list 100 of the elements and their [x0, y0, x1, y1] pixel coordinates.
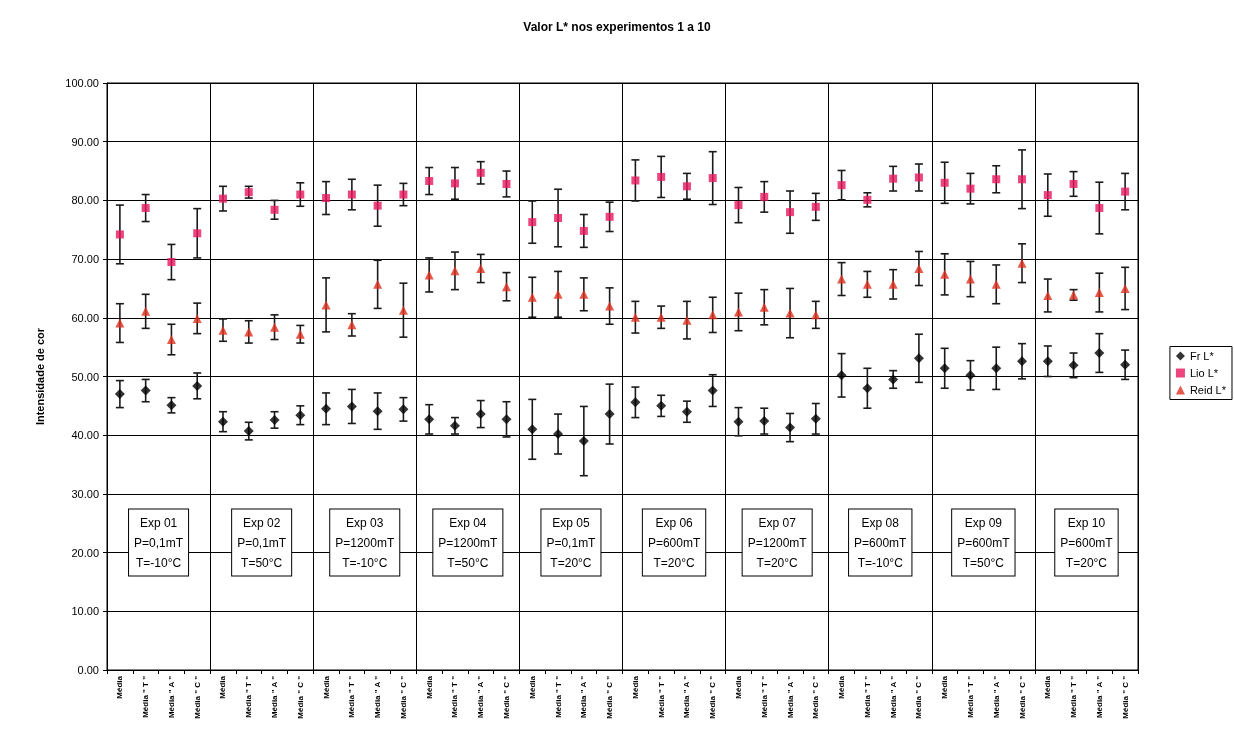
point: [914, 263, 924, 273]
point: [940, 269, 950, 279]
point: [501, 414, 512, 425]
point: [837, 181, 846, 190]
point: [398, 404, 409, 415]
point: [837, 274, 847, 284]
point: [295, 410, 306, 421]
point: [373, 279, 383, 289]
point: [1120, 359, 1131, 370]
point: [630, 312, 640, 322]
point: [811, 202, 820, 211]
point: [115, 318, 125, 328]
x-tick-label: Média " C ": [811, 675, 821, 719]
point: [1043, 290, 1053, 300]
x-tick-label: Média " T ": [244, 675, 254, 718]
legend-label: Lio L*: [1189, 367, 1219, 379]
point: [1094, 288, 1104, 298]
point: [476, 263, 486, 273]
y-tick-label: 60.00: [71, 311, 99, 324]
point: [1120, 283, 1130, 293]
y-tick-label: 40.00: [71, 429, 99, 442]
y-tick-label: 0.00: [77, 664, 99, 676]
point: [888, 374, 899, 385]
x-tick-label: Média " C ": [708, 675, 718, 719]
point: [475, 409, 486, 420]
point: [1121, 187, 1130, 196]
x-tick-label: Média " A ": [888, 675, 898, 719]
point: [1069, 179, 1078, 188]
y-tick-label: 80.00: [71, 194, 99, 207]
point: [218, 325, 228, 335]
x-tick-label: Média: [837, 675, 847, 699]
point: [449, 420, 460, 431]
annotation: Exp 02 P=0,1mT T=50°C: [237, 515, 287, 570]
y-tick-label: 90.00: [71, 135, 99, 148]
x-tick-label: Média " C ": [192, 675, 202, 719]
legend-label: Reid L*: [1189, 384, 1227, 396]
x-tick-label: Média " T ": [862, 675, 872, 718]
point: [914, 173, 923, 182]
point: [992, 175, 1001, 184]
point: [734, 201, 743, 210]
point: [681, 406, 692, 417]
point: [1043, 191, 1052, 200]
point: [759, 302, 769, 312]
x-tick-label: Média: [940, 675, 950, 699]
x-tick-label: Média " T ": [553, 675, 563, 718]
x-tick-label: Média " C ": [914, 675, 924, 719]
point: [424, 414, 435, 425]
annotation: Exp 06 P=600mT T=20°C: [647, 515, 701, 570]
point: [991, 363, 1002, 374]
point: [656, 312, 666, 322]
point: [502, 179, 511, 188]
point: [296, 190, 305, 199]
point: [270, 322, 280, 332]
point: [785, 422, 796, 433]
chart-title: Valor L* nos experimentos 1 a 10: [523, 20, 712, 34]
point: [657, 172, 666, 181]
point: [604, 409, 615, 420]
point: [940, 178, 949, 187]
x-tick-label: Média " C ": [502, 675, 512, 719]
point: [527, 292, 537, 302]
point: [785, 308, 795, 318]
annotation: Exp 09 P=600mT T=50°C: [957, 515, 1011, 570]
annotation: Exp 01 P=0,1mT T=-10°C: [134, 515, 184, 570]
point: [347, 190, 356, 199]
annotation: Exp 05 P=0,1mT T=20°C: [546, 515, 597, 570]
point: [1042, 356, 1053, 367]
point: [1017, 258, 1027, 268]
x-tick-label: Média: [218, 675, 228, 699]
x-tick-label: Média " T ": [759, 675, 769, 718]
x-tick-label: Média " T ": [450, 675, 460, 718]
point: [243, 426, 254, 437]
point: [733, 416, 744, 427]
point: [553, 289, 563, 299]
point: [141, 306, 151, 316]
point: [1018, 175, 1027, 184]
point: [141, 204, 150, 213]
x-tick-label: Média " A ": [476, 675, 486, 719]
x-tick-label: Média " C ": [398, 675, 408, 719]
point: [115, 230, 124, 239]
y-tick-label: 100.00: [65, 77, 99, 89]
x-tick-label: Média " A ": [166, 675, 176, 719]
y-tick-label: 70.00: [71, 253, 99, 266]
point: [759, 416, 770, 427]
point: [269, 414, 280, 425]
point: [579, 289, 589, 299]
point: [760, 192, 769, 201]
point: [656, 400, 667, 411]
x-tick-label: Média: [424, 675, 434, 699]
point: [218, 194, 227, 203]
point: [554, 214, 563, 223]
point: [836, 370, 847, 381]
x-tick-label: Média: [1043, 675, 1053, 699]
annotation: Exp 08 P=600mT T=-10°C: [854, 515, 908, 570]
point: [889, 174, 898, 183]
point: [630, 397, 641, 408]
x-tick-label: Média: [733, 675, 743, 699]
point: [217, 416, 228, 427]
point: [965, 274, 975, 284]
x-tick-label: Média " T ": [965, 675, 975, 718]
legend-label: Fr L*: [1189, 350, 1215, 362]
